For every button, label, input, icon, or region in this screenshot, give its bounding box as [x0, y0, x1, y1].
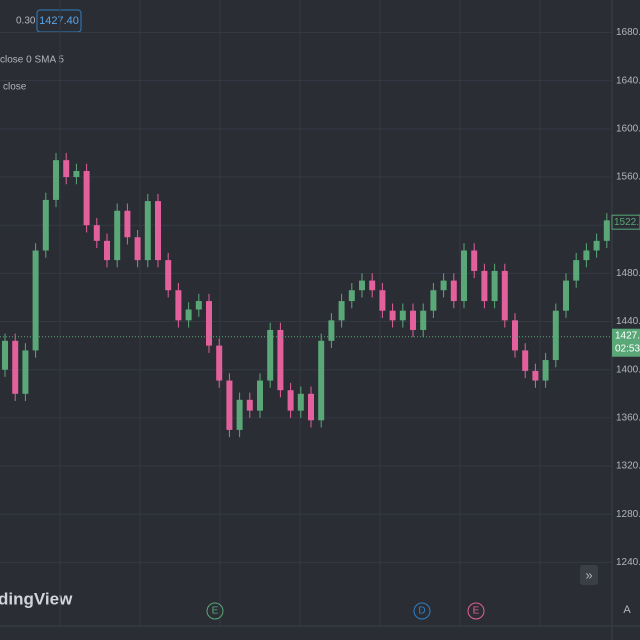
- scroll-button[interactable]: [580, 565, 598, 585]
- candle-body: [246, 399, 253, 411]
- candle-body: [195, 301, 202, 310]
- y-tick-label: 1440.00: [616, 316, 640, 327]
- candle-body: [287, 390, 294, 411]
- y-tick-label: 1600.00: [616, 123, 640, 134]
- candle-body: [257, 380, 263, 411]
- candle-body: [440, 280, 447, 291]
- y-tick-label: 1680.00: [616, 27, 640, 38]
- candle-body: [461, 250, 467, 302]
- candle-body: [430, 290, 437, 311]
- event-label: E: [212, 606, 219, 617]
- candle-body: [2, 340, 8, 370]
- candle-body: [12, 340, 19, 394]
- y-tick-label: 1280.00: [616, 509, 640, 520]
- candle-body: [144, 201, 151, 261]
- event-marker[interactable]: [206, 602, 224, 620]
- candle-body: [206, 301, 212, 346]
- candle-body: [93, 225, 100, 241]
- candle-body: [603, 220, 610, 241]
- y-tick-label: 1560.00: [616, 172, 640, 183]
- candle-body: [552, 310, 559, 361]
- candle-body: [124, 210, 131, 238]
- candle-body: [216, 345, 223, 381]
- candle-body: [348, 290, 355, 302]
- candle-body: [583, 250, 590, 261]
- candle-body: [83, 171, 90, 226]
- candle-body: [593, 240, 600, 251]
- candle-body: [297, 393, 304, 411]
- indicator-label: close 0 SMA 5: [0, 55, 64, 66]
- high-label-bg: [611, 214, 640, 230]
- candle-body: [104, 240, 110, 261]
- candle-body: [471, 250, 478, 271]
- event-marker[interactable]: [467, 602, 485, 620]
- scroll-button-label[interactable]: »: [585, 567, 592, 582]
- legend-price: 1427.40: [39, 15, 79, 27]
- auto-button[interactable]: A: [623, 604, 631, 616]
- y-tick-label: 1480.00: [616, 268, 640, 279]
- candle-body: [165, 260, 172, 291]
- candle-body: [512, 320, 518, 351]
- candle-body: [308, 393, 314, 421]
- countdown: 02:53: [615, 343, 640, 354]
- candle-body: [42, 199, 49, 251]
- candle-body: [318, 340, 325, 421]
- candle-body: [369, 280, 376, 291]
- candle-body: [481, 270, 488, 302]
- event-label: E: [473, 606, 480, 617]
- candle-body: [22, 350, 29, 394]
- candle-body: [134, 237, 141, 261]
- candle-body: [410, 310, 416, 330]
- candle-body: [359, 280, 365, 291]
- logo: dingView: [0, 589, 73, 608]
- candle-body: [532, 370, 539, 381]
- indicator-label: close: [3, 82, 27, 93]
- candle-body: [267, 329, 274, 381]
- candle-body: [328, 320, 335, 341]
- event-label: D: [418, 606, 425, 617]
- candle-body: [563, 280, 569, 311]
- candle-body: [573, 260, 580, 281]
- y-tick-label: 1640.00: [616, 75, 640, 86]
- candle-body: [450, 280, 457, 302]
- candle-body: [226, 380, 233, 430]
- candle-body: [522, 350, 529, 371]
- candle-body: [542, 360, 549, 381]
- y-tick-label: 1360.00: [616, 413, 640, 424]
- price-box: [36, 9, 82, 33]
- candle-body: [379, 290, 386, 311]
- y-tick-label: 1240.00: [616, 557, 640, 568]
- candle-body: [32, 250, 39, 351]
- high-label: 1522.5: [614, 217, 640, 228]
- candle-body: [53, 160, 59, 200]
- candle-body: [114, 210, 121, 261]
- price-label: 1427.4: [615, 330, 640, 341]
- candle-body: [73, 171, 80, 178]
- candle-body: [155, 201, 161, 261]
- candle-body: [277, 329, 284, 391]
- candle-body: [420, 310, 427, 330]
- candle-body: [236, 399, 243, 430]
- legend-change: 0.30: [16, 16, 36, 27]
- candle-body: [338, 301, 345, 321]
- price-label-bg: [612, 328, 640, 357]
- candle-body: [501, 270, 508, 321]
- candle-body: [399, 310, 406, 321]
- candle-body: [185, 309, 192, 321]
- event-marker[interactable]: [413, 602, 431, 620]
- candle-body: [175, 290, 182, 321]
- y-tick-label: 1320.00: [616, 461, 640, 472]
- candle-body: [63, 160, 70, 178]
- candle-body: [491, 270, 498, 302]
- candle-body: [389, 310, 396, 321]
- y-tick-label: 1400.00: [616, 364, 640, 375]
